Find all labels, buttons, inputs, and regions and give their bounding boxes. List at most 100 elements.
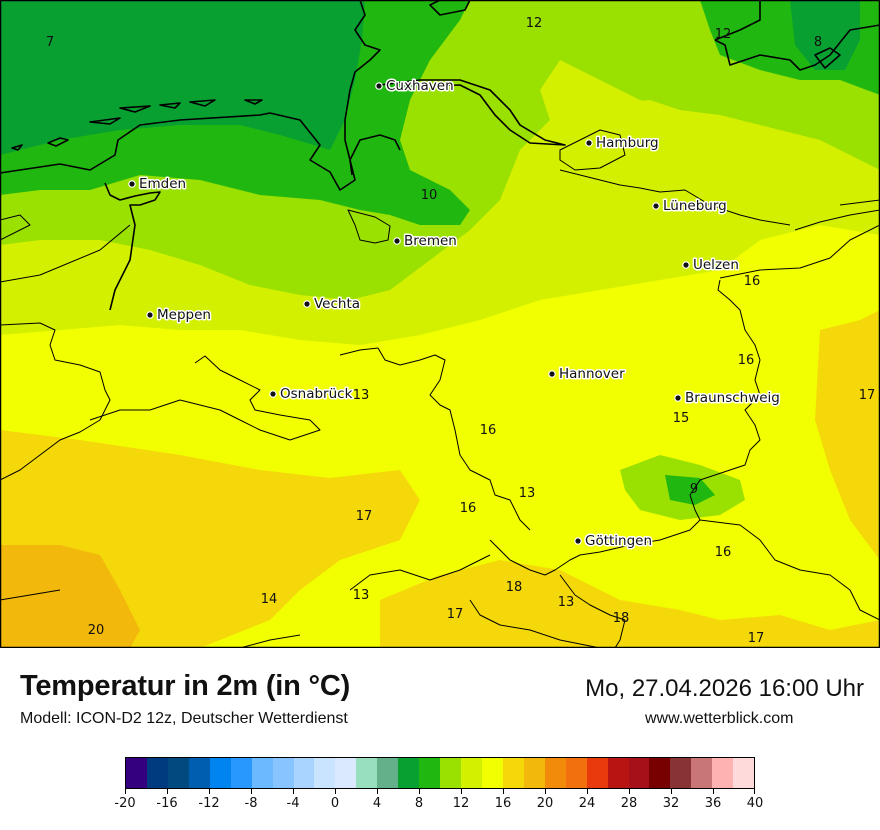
colorbar-segment (398, 758, 420, 788)
field-20-22 (0, 545, 140, 648)
temperature-value-label: 16 (738, 353, 755, 368)
colorbar-segment (356, 758, 378, 788)
city-markers: Cuxhaven Hamburg Emden Lüneburg Bremen Uelzen… (128, 77, 781, 551)
colorbar-tick-label: -16 (156, 796, 178, 811)
field-8-10-baltic (790, 0, 860, 70)
colorbar-segment (523, 758, 545, 788)
colorbar-tick (251, 789, 252, 794)
colorbar-segment (126, 758, 147, 788)
city-marker: Emden (128, 175, 188, 194)
temperature-value-label: 15 (673, 411, 690, 426)
colorbar-tick (545, 789, 546, 794)
temperature-value-label: 16 (480, 423, 497, 438)
temperature-map: 7 12 12 8 10 16 16 13 17 15 16 9 13 16 17 16 18 14 13 13 18 1… (0, 0, 880, 648)
colorbar-segment (146, 758, 168, 788)
colorbar-tick (671, 789, 672, 794)
city-label: Lüneburg (663, 198, 727, 214)
city-label: Hamburg (596, 135, 659, 151)
colorbar-tick (754, 789, 755, 794)
colorbar-tick (461, 789, 462, 794)
colorbar-tick (503, 789, 504, 794)
city-dot-icon (269, 390, 277, 398)
colorbar-tick-label: 12 (452, 796, 470, 811)
temperature-value-label: 17 (748, 631, 765, 646)
colorbar-tick (587, 789, 588, 794)
colorbar-segment (314, 758, 336, 788)
colorbar-tick-label: 16 (494, 796, 512, 811)
colorbar-tick (209, 789, 210, 794)
temperature-value-label: 16 (460, 501, 477, 516)
city-marker: Göttingen (574, 532, 654, 551)
city-dot-icon (393, 237, 401, 245)
colorbar-segment (544, 758, 566, 788)
city-dot-icon (574, 537, 582, 545)
colorbar-segment (209, 758, 231, 788)
city-marker: Lüneburg (652, 197, 728, 216)
model-subtitle: Modell: ICON-D2 12z, Deutscher Wetterdie… (20, 710, 348, 727)
colorbar-segment (188, 758, 210, 788)
temperature-value-label: 14 (261, 592, 278, 607)
temperature-value-label: 18 (506, 580, 523, 595)
colorbar-segment (565, 758, 587, 788)
city-label: Hannover (559, 366, 625, 382)
colorbar-tick (713, 789, 714, 794)
city-dot-icon (682, 261, 690, 269)
city-label: Göttingen (585, 533, 652, 549)
city-marker: Vechta (303, 295, 362, 314)
temperature-value-label: 17 (447, 607, 464, 622)
website-link[interactable]: www.wetterblick.com (645, 710, 794, 727)
colorbar-segment (586, 758, 608, 788)
temperature-value-label: 8 (814, 35, 822, 50)
temperature-value-label: 16 (744, 274, 761, 289)
temperature-value-label: 17 (356, 509, 373, 524)
colorbar-segment (733, 758, 755, 788)
colorbar-tick (167, 789, 168, 794)
colorbar-tick (419, 789, 420, 794)
city-marker: Uelzen (682, 256, 740, 275)
field-10-12-harz (665, 475, 715, 505)
colorbar-segment (628, 758, 650, 788)
colorbar-segment (607, 758, 629, 788)
colorbar-tick-label: 24 (578, 796, 596, 811)
field-8-10-sea (0, 0, 365, 155)
chart-title: Temperatur in 2m (in °C) (20, 670, 351, 702)
colorbar-tick (629, 789, 630, 794)
colorbar-segment (440, 758, 461, 788)
colorbar-segment (670, 758, 692, 788)
temperature-value-label: 20 (88, 623, 105, 638)
city-label: Vechta (314, 296, 360, 312)
city-marker: Osnabrück (269, 385, 354, 404)
colorbar-tick-label: -8 (244, 796, 258, 811)
colorbar-tick-label: 28 (620, 796, 638, 811)
city-dot-icon (652, 202, 660, 210)
city-dot-icon (548, 370, 556, 378)
colorbar-segment (481, 758, 503, 788)
colorbar-tick-label: 36 (704, 796, 722, 811)
city-label: Braunschweig (685, 390, 780, 406)
colorbar-segment (293, 758, 315, 788)
border-layer (0, 129, 880, 648)
city-dot-icon (585, 139, 593, 147)
colorbar-tick-label: 40 (746, 796, 764, 811)
city-marker: Hamburg (585, 134, 660, 153)
colorbar-tick (293, 789, 294, 794)
city-dot-icon (128, 180, 136, 188)
colorbar-tick-label: -20 (114, 796, 136, 811)
colorbar-tick-label: 4 (372, 796, 382, 811)
city-marker: Braunschweig (674, 389, 781, 408)
colorbar-tick (377, 789, 378, 794)
temperature-value-label: 13 (353, 388, 370, 403)
colorbar-tick (125, 789, 126, 794)
colorbar-tick (335, 789, 336, 794)
city-marker: Hannover (548, 365, 627, 384)
temperature-value-label: 13 (519, 486, 536, 501)
city-label: Bremen (404, 233, 457, 249)
temperature-value-label: 7 (46, 35, 54, 50)
colorbar-segment (335, 758, 357, 788)
temperature-value-label: 9 (690, 482, 698, 497)
colorbar-segment (649, 758, 671, 788)
temperature-value-label: 13 (353, 588, 370, 603)
colorbar-segment (230, 758, 252, 788)
city-label: Osnabrück (280, 386, 353, 402)
temperature-value-label: 12 (526, 16, 543, 31)
